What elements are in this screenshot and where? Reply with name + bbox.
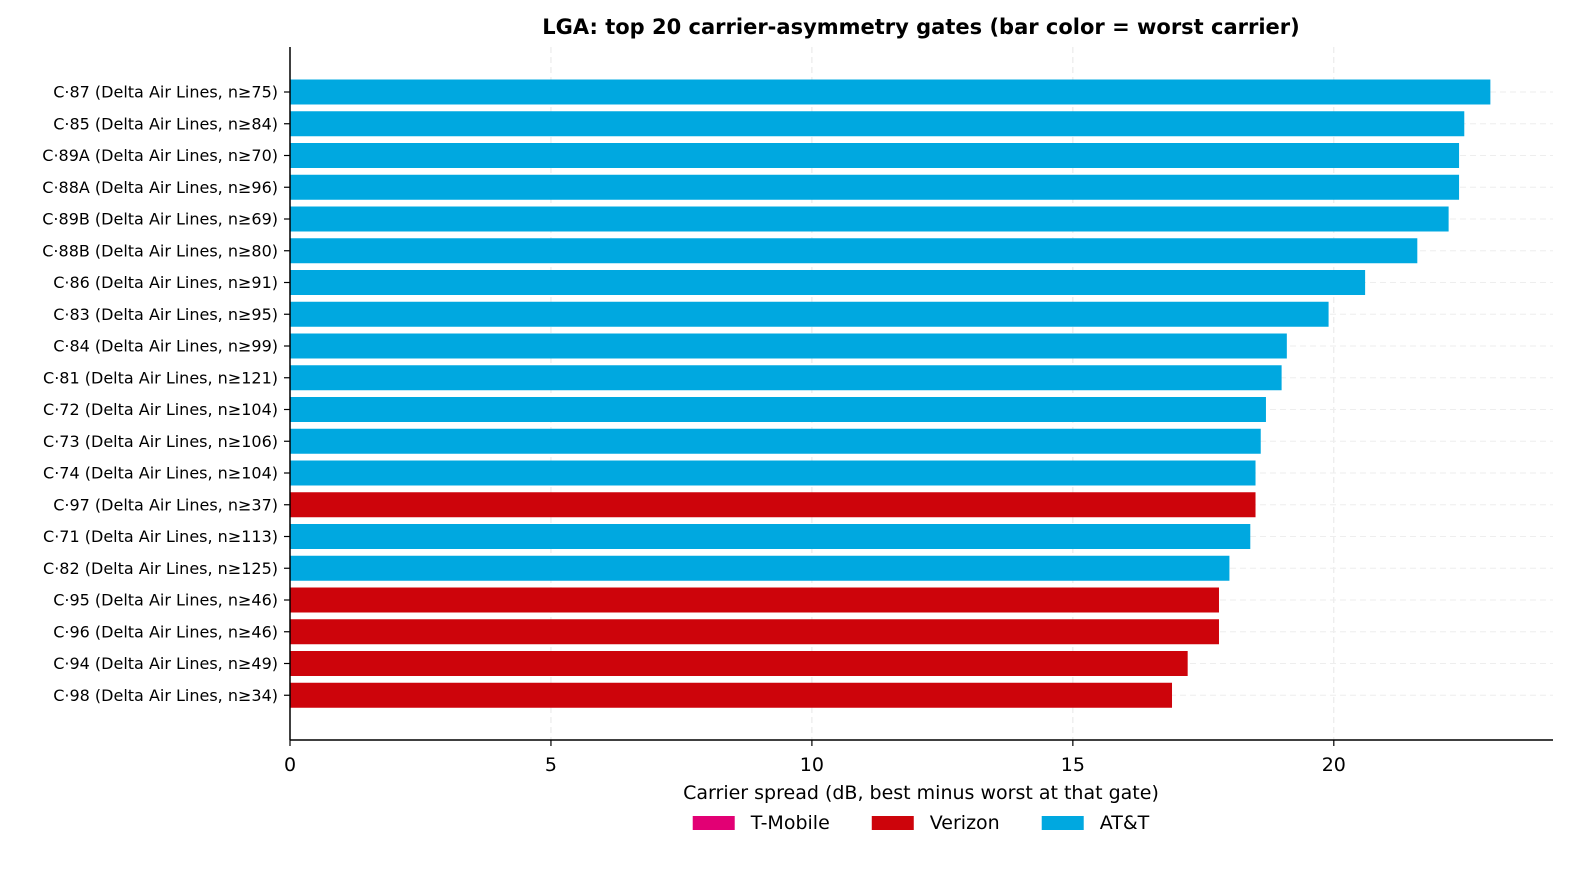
legend: T-Mobile Verizon AT&T [692, 812, 1150, 834]
x-tick-label: 20 [1322, 754, 1346, 776]
legend-swatch [871, 816, 914, 830]
y-tick-label: C·96 (Delta Air Lines, n≥46) [53, 622, 278, 641]
y-tick-label: C·94 (Delta Air Lines, n≥49) [53, 654, 278, 673]
legend-swatch [1041, 816, 1084, 830]
bar [290, 460, 1256, 486]
bar [290, 270, 1366, 295]
y-tick-label: C·73 (Delta Air Lines, n≥106) [43, 432, 278, 451]
bar [290, 397, 1266, 422]
y-tick-label: C·84 (Delta Air Lines, n≥99) [53, 337, 278, 356]
bar [290, 143, 1460, 168]
y-tick-label: C·85 (Delta Air Lines, n≥84) [53, 114, 278, 133]
bar [290, 619, 1219, 645]
x-tick-label: 10 [800, 754, 824, 776]
y-tick-label: C·71 (Delta Air Lines, n≥113) [43, 527, 278, 546]
y-tick-label: C·74 (Delta Air Lines, n≥104) [43, 464, 278, 483]
bar [290, 111, 1465, 137]
y-tick-label: C·88B (Delta Air Lines, n≥80) [42, 241, 278, 260]
y-tick-label: C·82 (Delta Air Lines, n≥125) [43, 559, 278, 578]
axes [284, 47, 1553, 741]
bar [290, 206, 1449, 232]
x-tick-label: 0 [284, 754, 296, 776]
legend-label: Verizon [930, 812, 1000, 834]
chart-title: LGA: top 20 carrier-asymmetry gates (bar… [542, 15, 1300, 39]
y-tick-label: C·98 (Delta Air Lines, n≥34) [53, 686, 278, 705]
y-tick-label: C·97 (Delta Air Lines, n≥37) [53, 495, 278, 514]
y-tick-label: C·89B (Delta Air Lines, n≥69) [42, 210, 278, 229]
legend-swatch [692, 816, 735, 830]
legend-label: T-Mobile [750, 812, 830, 834]
y-tick-label: C·86 (Delta Air Lines, n≥91) [53, 273, 278, 292]
y-tick-label: C·95 (Delta Air Lines, n≥46) [53, 591, 278, 610]
bar [290, 682, 1173, 708]
bar [290, 555, 1230, 581]
x-tick-label: 15 [1061, 754, 1085, 776]
y-tick-label: C·83 (Delta Air Lines, n≥95) [53, 305, 278, 324]
bar [290, 524, 1251, 549]
bar [290, 238, 1418, 264]
y-tick-labels: C·87 (Delta Air Lines, n≥75) C·85 (Delta … [42, 83, 278, 705]
y-tick-label: C·88A (Delta Air Lines, n≥96) [42, 178, 278, 197]
bar [290, 301, 1329, 327]
x-tick-label: 5 [545, 754, 557, 776]
bar [290, 428, 1261, 454]
y-tick-label: C·89A (Delta Air Lines, n≥70) [42, 146, 278, 165]
bar [290, 492, 1256, 518]
x-ticks: 0 5 10 15 20 [284, 740, 1346, 776]
legend-label: AT&T [1100, 812, 1150, 834]
bar [290, 651, 1188, 676]
bar [290, 365, 1282, 391]
y-tick-label: C·87 (Delta Air Lines, n≥75) [53, 83, 278, 102]
bar [290, 79, 1491, 105]
bar [290, 333, 1287, 359]
x-axis-label: Carrier spread (dB, best minus worst at … [683, 782, 1159, 804]
bar [290, 174, 1460, 200]
bars [290, 79, 1491, 708]
y-tick-label: C·81 (Delta Air Lines, n≥121) [43, 368, 278, 387]
bar [290, 587, 1219, 613]
y-tick-label: C·72 (Delta Air Lines, n≥104) [43, 400, 278, 419]
